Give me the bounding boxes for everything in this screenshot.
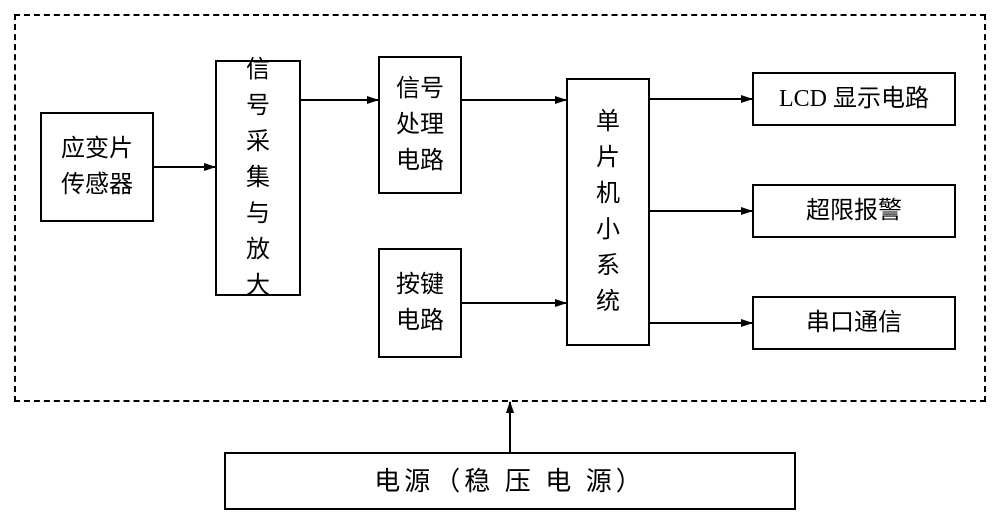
serial-label: 串口通信 [806, 305, 902, 341]
keypad-label: 按键 电路 [396, 267, 444, 339]
acquire-label: 信 号 采 集 与 放 大 [246, 52, 270, 304]
block-alarm: 超限报警 [752, 184, 956, 238]
sensor-label: 应变片 传感器 [61, 131, 133, 203]
block-acquire: 信 号 采 集 与 放 大 [215, 60, 301, 296]
block-sensor: 应变片 传感器 [40, 112, 154, 222]
process-label: 信号 处理 电路 [396, 71, 444, 179]
mcu-label: 单 片 机 小 系 统 [596, 104, 620, 320]
power-label: 电源（稳 压 电 源） [374, 462, 646, 501]
block-keypad: 按键 电路 [378, 248, 462, 358]
lcd-label: LCD 显示电路 [779, 81, 929, 117]
block-serial: 串口通信 [752, 296, 956, 350]
block-process: 信号 处理 电路 [378, 56, 462, 194]
block-power: 电源（稳 压 电 源） [224, 452, 796, 510]
block-lcd: LCD 显示电路 [752, 72, 956, 126]
alarm-label: 超限报警 [806, 193, 902, 229]
block-mcu: 单 片 机 小 系 统 [566, 78, 650, 346]
